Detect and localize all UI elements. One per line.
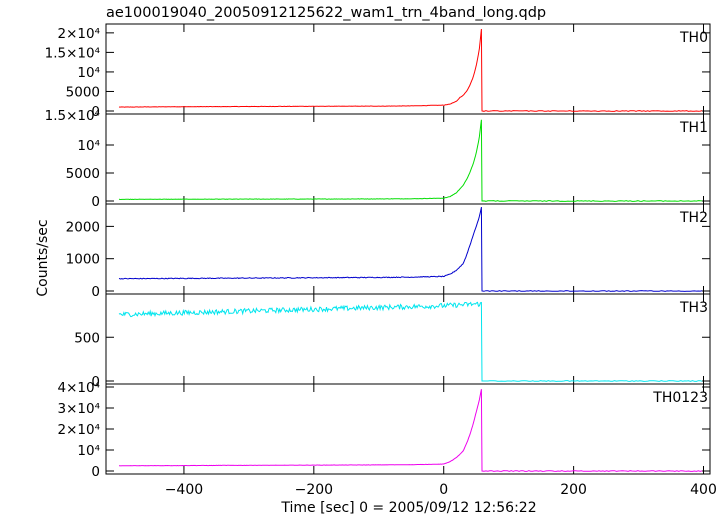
y-tick-label: 1.5×10⁴ bbox=[45, 45, 100, 61]
y-tick-label: 0 bbox=[91, 194, 100, 210]
y-tick-label: 10⁴ bbox=[77, 65, 100, 81]
series-label: TH2 bbox=[679, 210, 708, 226]
series-label: TH0123 bbox=[652, 390, 708, 406]
y-tick-label: 4×10⁴ bbox=[58, 380, 101, 396]
y-tick-label: 1000 bbox=[66, 252, 100, 268]
y-tick-label: 10⁴ bbox=[77, 443, 100, 459]
y-axis-label: Counts/sec bbox=[35, 219, 51, 296]
series-label: TH0 bbox=[679, 30, 708, 46]
y-tick-label: 0 bbox=[91, 464, 100, 480]
panel-frame bbox=[105, 23, 711, 115]
y-tick-label: 5000 bbox=[66, 166, 100, 182]
y-tick-label: 3×10⁴ bbox=[58, 401, 101, 417]
x-axis-label: Time [sec] 0 = 2005/09/12 12:56:22 bbox=[280, 500, 536, 516]
x-tick-label: −400 bbox=[165, 482, 203, 498]
y-tick-label: 0 bbox=[91, 284, 100, 300]
series-line bbox=[119, 389, 703, 472]
y-tick-label: 500 bbox=[74, 330, 100, 346]
x-tick-label: 0 bbox=[439, 482, 448, 498]
panel-frame bbox=[105, 203, 711, 295]
y-tick-label: 2000 bbox=[66, 219, 100, 235]
panel-frame bbox=[105, 113, 711, 205]
series-line bbox=[118, 28, 703, 112]
y-tick-label: 2×10⁴ bbox=[58, 422, 101, 438]
series-line bbox=[118, 119, 703, 202]
series-label: TH3 bbox=[679, 300, 708, 316]
series-line bbox=[118, 301, 703, 382]
panel-frame bbox=[105, 383, 711, 475]
y-tick-label: 5000 bbox=[66, 84, 100, 100]
chart-title: ae100019040_20050912125622_wam1_trn_4ban… bbox=[106, 5, 546, 21]
y-tick-label: 2×10⁴ bbox=[58, 26, 101, 42]
series-label: TH1 bbox=[679, 120, 708, 136]
x-tick-label: 200 bbox=[560, 482, 587, 498]
y-tick-label: 0 bbox=[91, 104, 100, 120]
y-tick-label: 0 bbox=[91, 374, 100, 390]
y-tick-label: 1.5×10⁴ bbox=[45, 108, 100, 124]
x-tick-label: 400 bbox=[690, 482, 717, 498]
y-tick-label: 10⁴ bbox=[77, 138, 100, 154]
series-line bbox=[118, 206, 703, 292]
x-tick-label: −200 bbox=[295, 482, 333, 498]
